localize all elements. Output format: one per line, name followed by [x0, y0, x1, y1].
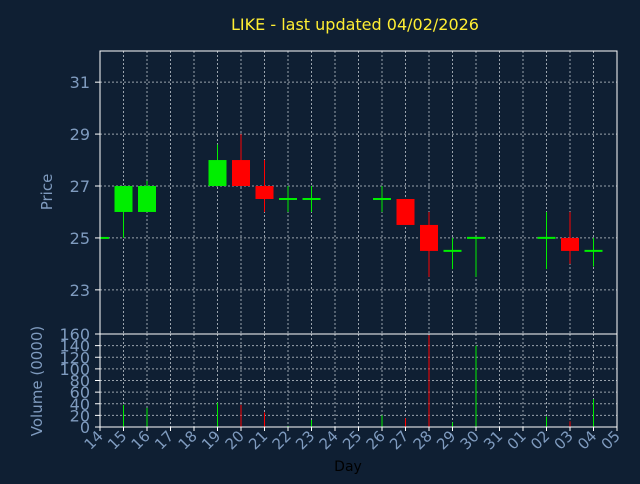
x-tick-label: 18 [175, 427, 201, 453]
x-tick-label: 19 [198, 427, 224, 453]
x-tick-label: 02 [527, 427, 553, 453]
volume-tick-label: 40 [70, 395, 90, 414]
volume-tick-label: 80 [70, 372, 90, 391]
volume-axis-label: Volume (0000) [28, 326, 46, 436]
x-tick-label: 29 [433, 427, 459, 453]
x-tick-label: 27 [386, 427, 412, 453]
price-axis-label: Price [38, 174, 56, 211]
x-tick-label: 16 [128, 427, 154, 453]
x-tick-label: 05 [598, 427, 624, 453]
x-tick-label: 03 [551, 427, 577, 453]
price-tick-label: 29 [70, 125, 90, 144]
candle-body [208, 160, 227, 187]
x-axis-label: Day [334, 459, 362, 475]
price-tick-label: 27 [70, 177, 90, 196]
chart-title: LIKE - last updated 04/02/2026 [231, 15, 479, 34]
x-tick-label: 30 [457, 427, 483, 453]
volume-tick-label: 20 [70, 406, 90, 425]
candle-body [255, 186, 274, 199]
x-tick-label: 22 [269, 427, 295, 453]
x-tick-label: 24 [316, 427, 342, 453]
candle-body [114, 186, 133, 212]
candle-body [396, 198, 415, 225]
candle-body [232, 160, 250, 187]
volume-tick-label: 140 [59, 337, 90, 356]
x-tick-label: 01 [504, 427, 530, 453]
candle-body [420, 224, 438, 251]
x-tick-label: 28 [410, 427, 436, 453]
x-tick-label: 31 [480, 427, 506, 453]
x-tick-label: 23 [292, 427, 318, 453]
price-panel: 23 25 27 29 31 [70, 50, 618, 335]
x-tick-label: 20 [222, 427, 248, 453]
candle-body [138, 186, 156, 212]
volume-tick-label: 0 [80, 418, 90, 437]
price-tick-label: 25 [70, 229, 90, 248]
x-tick-label: 15 [104, 427, 130, 453]
x-tick-label: 04 [574, 427, 600, 453]
volume-tick-label: 100 [59, 360, 90, 379]
volume-tick-label: 60 [70, 383, 90, 402]
x-tick-label: 25 [339, 427, 365, 453]
x-axis-labels: 1415161718192021222324252627282930310102… [81, 427, 624, 453]
candle-body [561, 237, 579, 251]
price-tick-label: 23 [70, 281, 90, 300]
x-tick-label: 21 [245, 427, 271, 453]
x-tick-label: 26 [363, 427, 389, 453]
x-tick-label: 17 [151, 427, 177, 453]
volume-tick-label: 160 [59, 325, 90, 344]
volume-tick-label: 120 [59, 348, 90, 367]
price-tick-label: 31 [70, 73, 90, 92]
